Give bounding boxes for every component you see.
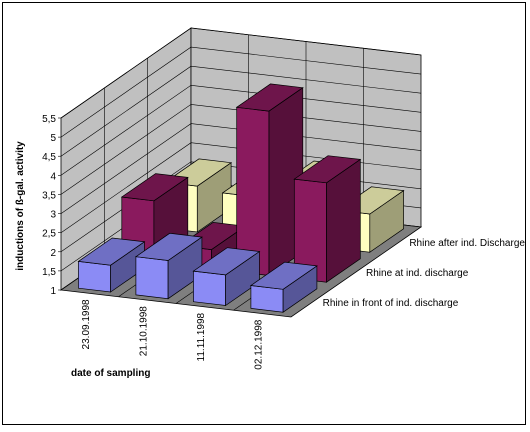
- y-tick-label: 2: [50, 248, 56, 259]
- chart-frame: 1 1,5 2 2,5 3 3,5 4 4,5 5 5,5 23.09.1998 21.10.1998…: [2, 2, 526, 425]
- series-label: Rhine in front of ind. discharge: [323, 298, 459, 309]
- bar-top-face: [249, 261, 318, 290]
- y-tick-label: 1,5: [42, 267, 56, 278]
- bar-1-4[interactable]: [249, 261, 318, 313]
- bar-top-face: [235, 83, 304, 112]
- y-tick-label: 2,5: [42, 229, 56, 240]
- bar-2-3[interactable]: [235, 83, 304, 277]
- y-tick-label: 3: [50, 210, 56, 221]
- bar-1-1[interactable]: [77, 237, 146, 293]
- series-label: Rhine after ind. Discharge: [409, 238, 525, 249]
- bar-top-face: [120, 173, 189, 202]
- bar-front-face: [135, 256, 169, 300]
- category-label: 02.12.1998: [253, 319, 264, 369]
- category-label: 23.09.1998: [81, 299, 92, 349]
- category-label: 21.10.1998: [138, 306, 149, 356]
- x-axis-title: date of sampling: [71, 368, 150, 379]
- y-tick-label: 4: [50, 171, 56, 182]
- y-tick-label: 5,5: [42, 114, 56, 125]
- y-axis-title: inductions of ß-gal. activity: [15, 141, 26, 271]
- y-tick-label: 3,5: [42, 190, 56, 201]
- y-tick-label: 1: [50, 286, 56, 297]
- bar-front-face: [78, 261, 111, 293]
- bar-top-face: [192, 247, 261, 276]
- y-tick-label: 4,5: [42, 152, 56, 163]
- series-label: Rhine at ind. discharge: [366, 268, 469, 279]
- bar-1-3[interactable]: [192, 247, 261, 307]
- category-label: 11.11.1998: [196, 312, 207, 361]
- bar-front-face: [193, 270, 226, 306]
- chart-3d-column: 1 1,5 2 2,5 3 3,5 4 4,5 5 5,5 23.09.1998 21.10.1998…: [15, 27, 525, 379]
- bar-top-face: [293, 155, 362, 184]
- bar-top-face: [77, 237, 146, 266]
- bar-front-face: [250, 285, 284, 313]
- bar-2-4[interactable]: [293, 155, 362, 283]
- y-tick-label: 5: [50, 133, 56, 144]
- bar-top-face: [134, 232, 203, 261]
- bar-1-2[interactable]: [134, 232, 203, 300]
